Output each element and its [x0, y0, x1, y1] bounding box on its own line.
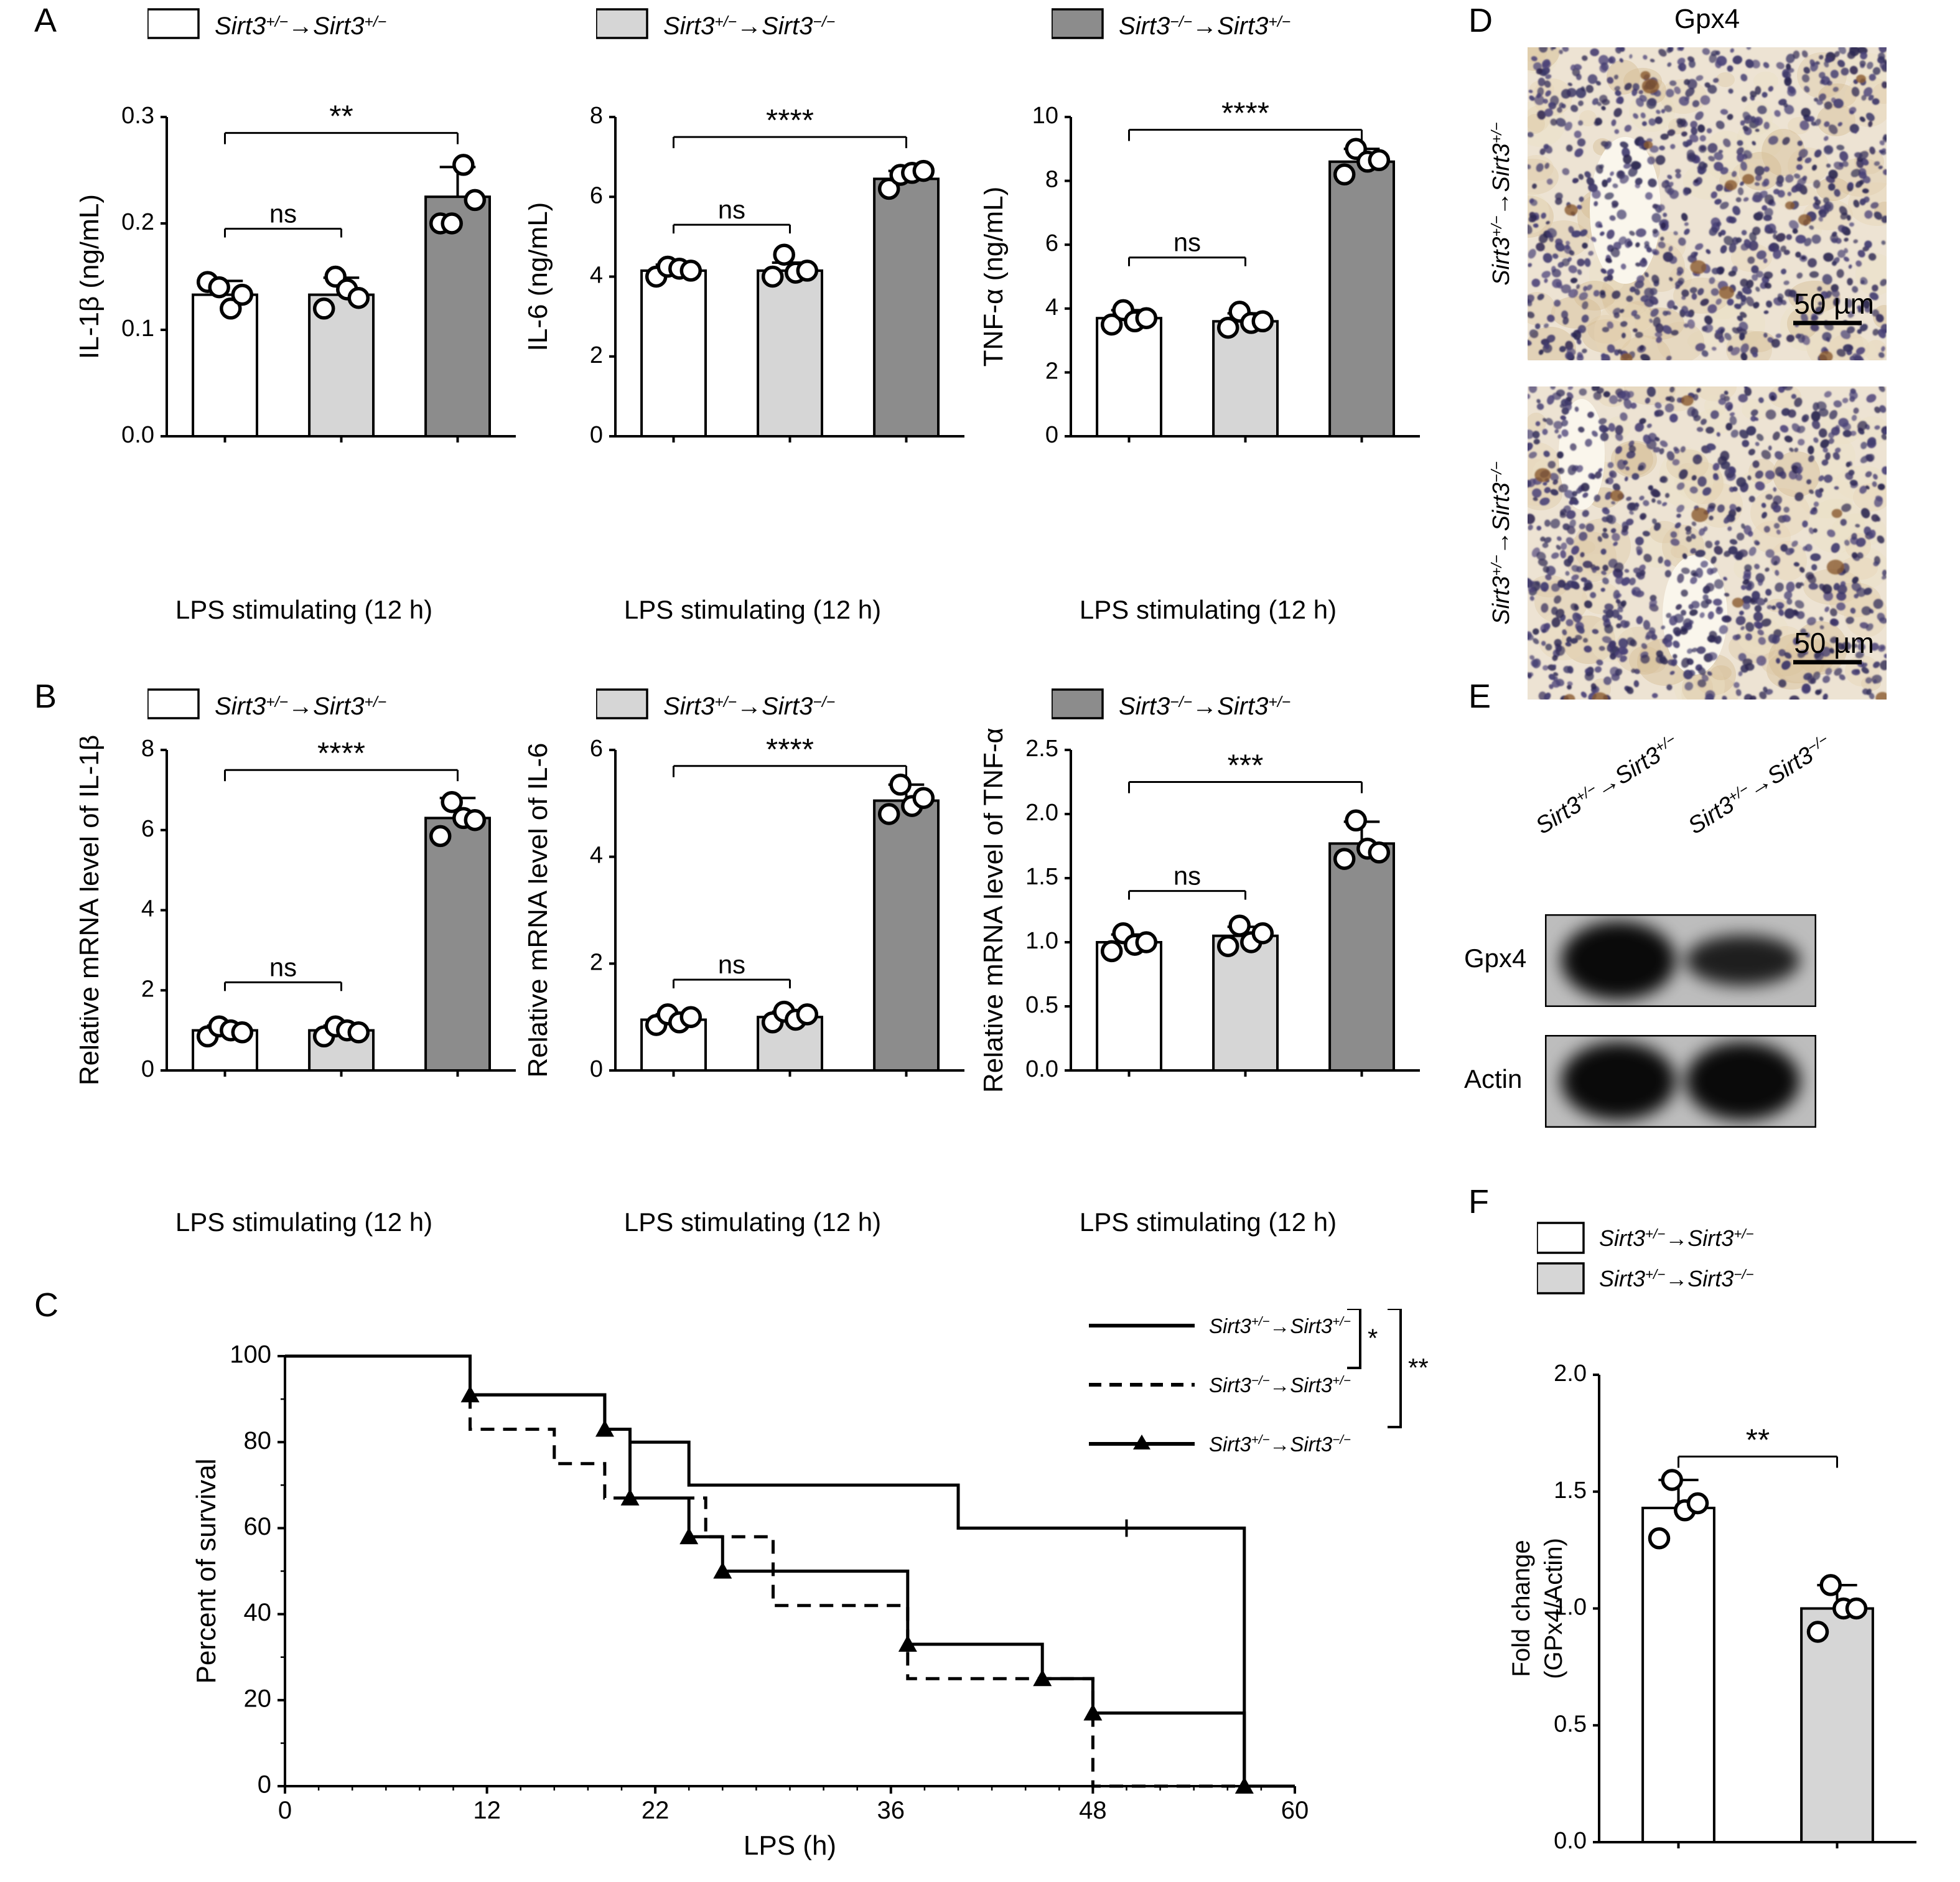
svg-text:50 µm: 50 µm [1794, 288, 1874, 320]
svg-text:0.0: 0.0 [121, 422, 154, 448]
svg-text:0.5: 0.5 [1025, 992, 1058, 1018]
svg-text:2.0: 2.0 [1025, 800, 1058, 826]
svg-text:ns: ns [718, 195, 745, 224]
svg-text:****: **** [317, 736, 365, 770]
svg-text:Fold change: Fold change [1508, 1540, 1535, 1677]
svg-text:**: ** [329, 100, 353, 134]
svg-text:0.0: 0.0 [1554, 1828, 1587, 1854]
svg-text:Relative mRNA level of IL-6: Relative mRNA level of IL-6 [528, 743, 553, 1078]
svg-text:2: 2 [141, 976, 154, 1002]
svg-text:****: **** [766, 103, 814, 138]
svg-text:IL-1β (ng/mL): IL-1β (ng/mL) [80, 194, 105, 359]
svg-text:***: *** [1228, 749, 1264, 783]
svg-text:20: 20 [244, 1685, 272, 1712]
svg-text:0.0: 0.0 [1025, 1056, 1058, 1082]
svg-text:LPS (h): LPS (h) [744, 1830, 836, 1861]
svg-text:4: 4 [1045, 294, 1058, 321]
svg-text:IL-6 (ng/mL): IL-6 (ng/mL) [528, 202, 553, 352]
svg-text:ns: ns [269, 952, 297, 981]
svg-text:ns: ns [1174, 228, 1201, 257]
svg-text:0: 0 [590, 422, 603, 448]
svg-text:Sirt3+/−→Sirt3+/−: Sirt3+/−→Sirt3+/− [1488, 122, 1514, 285]
svg-text:Sirt3−/−→Sirt3+/−: Sirt3−/−→Sirt3+/− [1209, 1374, 1351, 1397]
svg-text:2: 2 [1045, 358, 1058, 384]
svg-text:Sirt3+/−→Sirt3−/−: Sirt3+/−→Sirt3−/− [1488, 461, 1514, 624]
svg-text:60: 60 [244, 1513, 272, 1540]
svg-text:4: 4 [590, 843, 603, 869]
svg-text:2: 2 [590, 342, 603, 368]
svg-text:Percent of survival: Percent of survival [192, 1459, 222, 1684]
svg-text:0: 0 [141, 1056, 154, 1082]
svg-text:6: 6 [590, 182, 603, 208]
svg-text:2.5: 2.5 [1025, 736, 1058, 762]
svg-text:Sirt3+/−→Sirt3+/−: Sirt3+/−→Sirt3+/− [1531, 731, 1684, 840]
svg-text:**: ** [1746, 1423, 1770, 1457]
svg-text:0: 0 [278, 1797, 292, 1824]
svg-text:0: 0 [258, 1771, 271, 1799]
svg-text:60: 60 [1281, 1797, 1309, 1824]
svg-text:6: 6 [590, 736, 603, 762]
svg-text:10: 10 [1032, 103, 1058, 129]
svg-text:****: **** [766, 733, 814, 767]
svg-text:48: 48 [1079, 1797, 1107, 1824]
svg-text:22: 22 [642, 1797, 670, 1824]
svg-text:Sirt3+/−→Sirt3−/−: Sirt3+/−→Sirt3−/− [1209, 1433, 1351, 1456]
svg-text:6: 6 [141, 816, 154, 842]
svg-text:ns: ns [269, 199, 297, 228]
svg-text:80: 80 [244, 1427, 272, 1454]
svg-text:36: 36 [877, 1797, 905, 1824]
svg-text:*: * [1368, 1324, 1378, 1353]
svg-text:4: 4 [590, 263, 603, 289]
svg-text:6: 6 [1045, 230, 1058, 256]
svg-text:ns: ns [1174, 861, 1201, 891]
svg-text:(GPx4/Actin): (GPx4/Actin) [1540, 1538, 1567, 1679]
svg-text:8: 8 [590, 103, 603, 129]
svg-text:ns: ns [718, 950, 745, 979]
svg-text:TNF-α (ng/mL): TNF-α (ng/mL) [984, 187, 1009, 367]
svg-text:100: 100 [230, 1341, 271, 1369]
svg-text:0: 0 [590, 1056, 603, 1082]
svg-text:2: 2 [590, 949, 603, 975]
svg-text:4: 4 [141, 896, 154, 922]
svg-text:**: ** [1408, 1353, 1429, 1382]
svg-text:Sirt3+/−→Sirt3+/−: Sirt3+/−→Sirt3+/− [1209, 1314, 1351, 1337]
svg-text:8: 8 [141, 736, 154, 762]
svg-text:0.1: 0.1 [121, 316, 154, 342]
svg-text:0.2: 0.2 [121, 209, 154, 235]
svg-text:Relative mRNA level of TNF-α: Relative mRNA level of TNF-α [984, 728, 1009, 1093]
svg-text:0: 0 [1045, 422, 1058, 448]
svg-text:12: 12 [473, 1797, 501, 1824]
svg-text:0.3: 0.3 [121, 103, 154, 129]
svg-text:2.0: 2.0 [1554, 1360, 1587, 1387]
svg-text:40: 40 [244, 1599, 272, 1626]
svg-text:Sirt3+/−→Sirt3+/−: Sirt3+/−→Sirt3+/− [1599, 1225, 1754, 1251]
svg-text:1.0: 1.0 [1025, 928, 1058, 954]
svg-text:****: **** [1221, 96, 1269, 131]
svg-text:8: 8 [1045, 167, 1058, 193]
svg-text:Relative mRNA level of IL-1β: Relative mRNA level of IL-1β [80, 735, 105, 1085]
svg-text:0.5: 0.5 [1554, 1711, 1587, 1737]
svg-text:1.5: 1.5 [1554, 1477, 1587, 1504]
svg-text:1.5: 1.5 [1025, 864, 1058, 890]
